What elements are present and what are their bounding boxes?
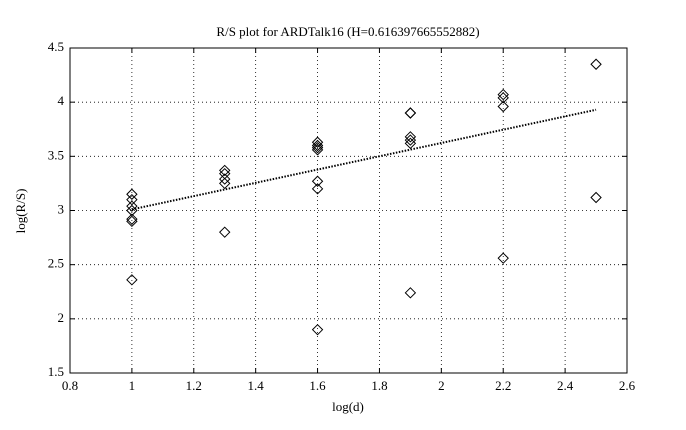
plot-frame [69, 47, 628, 374]
point [311, 323, 324, 336]
point [404, 131, 417, 143]
chart-title: R/S plot for ARDTalk16 (H=0.616397665552… [216, 24, 479, 39]
x-tick-label: 1.6 [309, 378, 326, 393]
x-axis-label: log(d) [332, 399, 364, 414]
x-tick-label: 1.8 [371, 378, 387, 393]
point [126, 200, 138, 212]
point [311, 141, 324, 154]
x-tick-label: 2.2 [495, 378, 511, 393]
point [404, 134, 417, 146]
point [404, 137, 417, 150]
point [311, 139, 324, 152]
point [497, 252, 509, 264]
point [126, 213, 138, 225]
y-tick-label: 1.5 [48, 364, 64, 379]
point [311, 175, 324, 187]
x-tick-label: 1.2 [186, 378, 202, 393]
point [311, 183, 324, 195]
point [126, 215, 138, 228]
point [497, 92, 509, 104]
x-tick-label: 1 [129, 378, 136, 393]
point [126, 188, 138, 200]
y-tick-label: 3.5 [48, 147, 64, 162]
y-axis-label: log(R/S) [13, 189, 28, 234]
point [126, 274, 138, 286]
y-tick-label: 4.5 [48, 39, 64, 54]
point [404, 107, 417, 119]
point [497, 88, 509, 101]
point [219, 226, 231, 238]
point [219, 177, 231, 190]
point [311, 136, 324, 148]
point [497, 100, 509, 113]
x-tick-label: 0.8 [62, 378, 78, 393]
y-tick-label: 2.5 [48, 256, 64, 271]
point [126, 193, 138, 206]
x-tick-label: 1.4 [248, 378, 265, 393]
y-tick-label: 4 [58, 93, 65, 108]
y-tick-label: 3 [58, 201, 65, 216]
x-tick-label: 2.6 [619, 378, 636, 393]
point [590, 191, 602, 204]
x-tick-label: 2 [438, 378, 445, 393]
point [311, 144, 324, 156]
y-tick-label: 2 [58, 310, 65, 325]
point [219, 164, 231, 177]
point [404, 287, 417, 299]
fit-line [131, 108, 597, 211]
point [219, 173, 231, 185]
x-tick-label: 2.4 [557, 378, 574, 393]
point [590, 58, 602, 70]
